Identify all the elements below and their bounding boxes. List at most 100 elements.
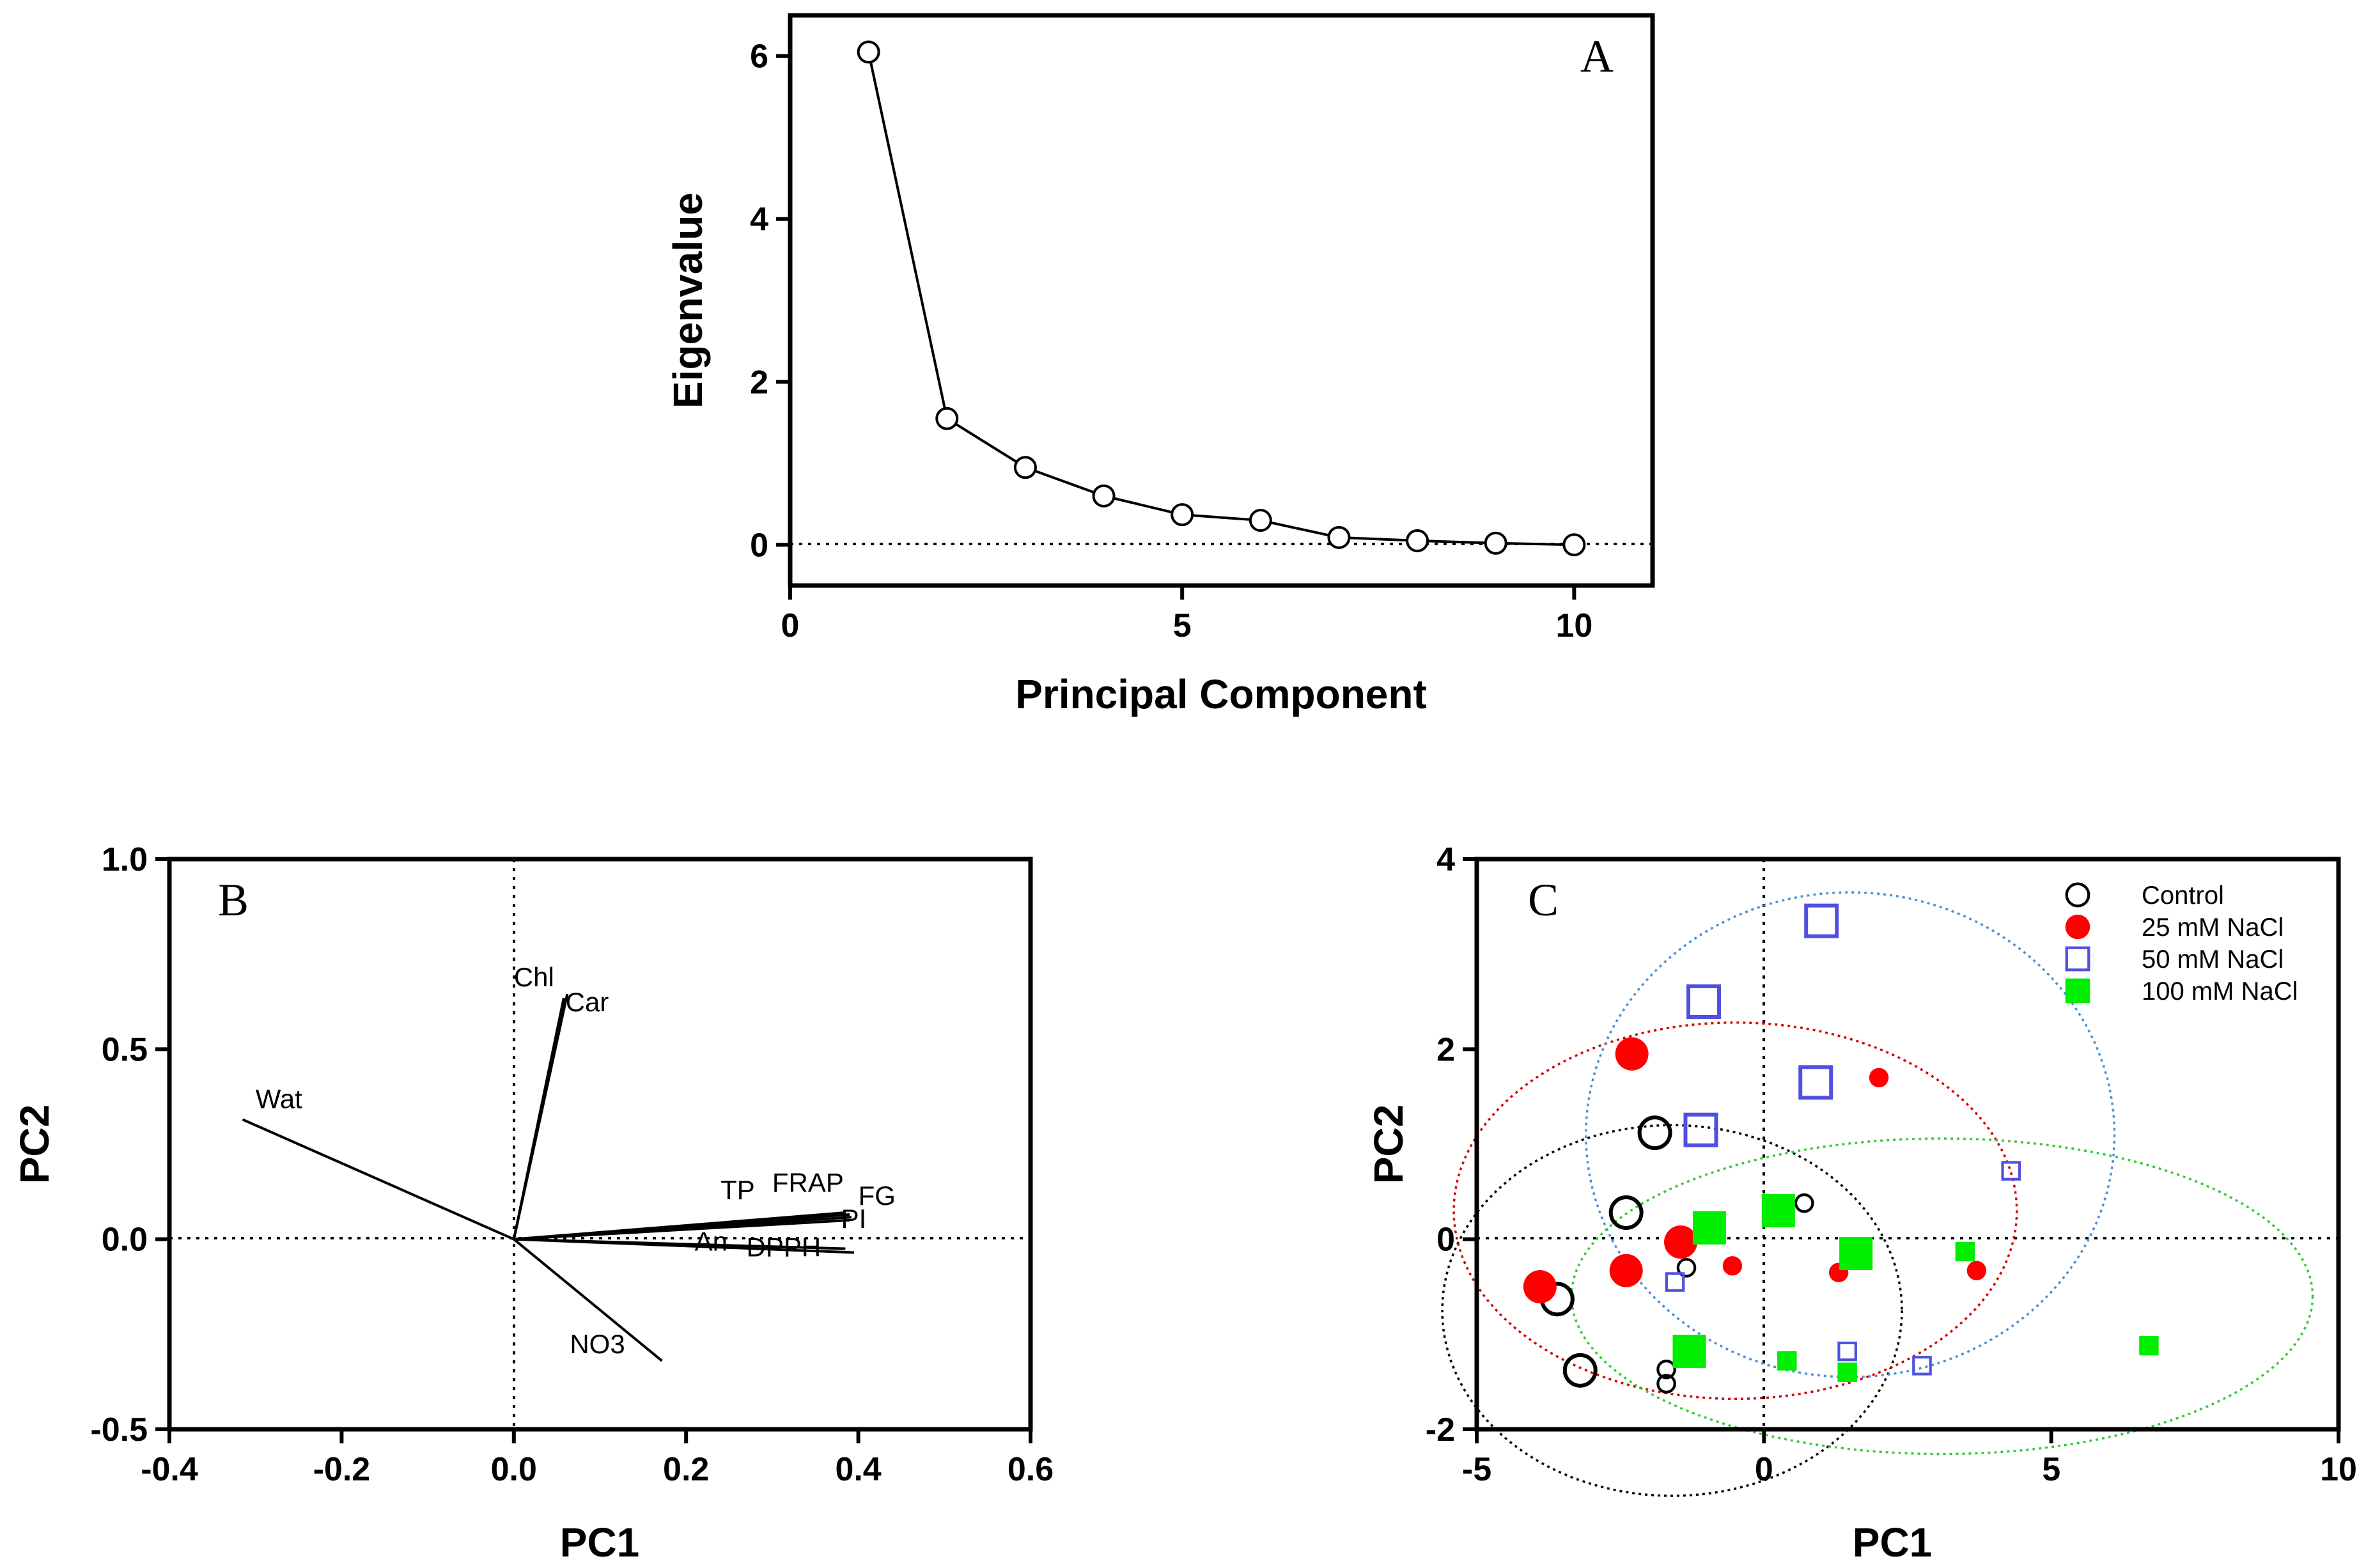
- legend-marker-series-0: [2065, 882, 2090, 908]
- y-tick-label: -2: [1426, 1411, 1455, 1448]
- eigenvalue-point: [1013, 456, 1037, 479]
- x-tick-label: 0: [1755, 1451, 1773, 1488]
- panel-b-ylabel: PC2: [12, 1105, 58, 1184]
- score-point-series-0: [1608, 1195, 1644, 1230]
- legend-label-series-1: 25 mM NaCl: [2142, 913, 2284, 942]
- y-tick-label: 1.0: [102, 841, 148, 878]
- score-point-series-3: [1839, 1236, 1873, 1270]
- panel-a-axes: 0 5 10 0 2 4 6: [750, 38, 1592, 644]
- panel-a-frame: [788, 13, 1655, 588]
- eigenvalue-point: [1406, 529, 1429, 552]
- score-point-series-2: [1798, 1065, 1833, 1100]
- panel-c-axes: -5 0 5 10 -2 0 2 4: [1426, 841, 2357, 1488]
- panel-c-xlabel: PC1: [1853, 1519, 1933, 1565]
- x-tick-label: 10: [1555, 607, 1592, 644]
- loading-label-chl: Chl: [514, 962, 554, 992]
- panel-c-legend: Control 25 mM NaCl 50 mM NaCl 100 mM NaCl: [2065, 881, 2298, 1005]
- score-point-series-2: [1686, 984, 1721, 1019]
- panel-b-axes: -0.4 -0.2 0.0 0.2 0.4 0.6 -0.5 0.0 0.5 1.0: [90, 841, 1054, 1488]
- panel-a-label: A: [1580, 31, 1614, 82]
- x-tick-label: 0.0: [491, 1451, 537, 1488]
- loading-label-pi: PI: [841, 1204, 867, 1234]
- score-point-series-3: [1777, 1351, 1797, 1371]
- panel-c-ylabel: PC2: [1366, 1105, 1412, 1184]
- x-tick-label: 0.2: [663, 1451, 709, 1488]
- panel-c-label: C: [1528, 874, 1559, 926]
- x-tick-label: 5: [2042, 1451, 2060, 1488]
- panel-c: -5 0 5 10 -2 0 2 4 Control 25 mM NaCl 50 mM NaCl 1…: [1366, 841, 2357, 1565]
- x-tick-label: -5: [1462, 1451, 1491, 1488]
- score-point-series-0: [1676, 1257, 1697, 1278]
- panel-c-points: [1523, 903, 2159, 1393]
- loading-vector-car: [512, 993, 569, 1240]
- y-tick-label: 0.0: [102, 1222, 148, 1259]
- eigenvalue-line: [867, 51, 1575, 547]
- eigenvalue-point: [1562, 533, 1586, 557]
- score-point-series-1: [1523, 1270, 1557, 1303]
- loading-label-tp: TP: [720, 1175, 755, 1205]
- score-point-series-0: [1656, 1360, 1676, 1379]
- score-point-series-1: [1966, 1261, 1987, 1280]
- score-point-series-1: [1722, 1256, 1743, 1276]
- eigenvalue-point: [1092, 484, 1116, 508]
- score-point-series-2: [2001, 1161, 2021, 1181]
- score-point-series-0: [1656, 1374, 1676, 1393]
- confidence-ellipse-series-1: [1452, 1021, 2018, 1401]
- y-tick-label: 0: [1436, 1222, 1455, 1259]
- legend-label-series-0: Control: [2142, 881, 2224, 910]
- y-tick-label: 4: [1436, 841, 1455, 878]
- eigenvalue-point: [1327, 525, 1351, 549]
- x-tick-label: -0.2: [313, 1451, 371, 1488]
- score-point-series-1: [1609, 1254, 1643, 1287]
- eigenvalue-point: [935, 407, 959, 430]
- confidence-ellipse-series-3: [1570, 1137, 2314, 1455]
- score-point-series-2: [1804, 903, 1839, 938]
- confidence-ellipse-series-2: [1584, 891, 2116, 1378]
- y-tick-label: 2: [1436, 1031, 1455, 1068]
- y-tick-label: 0.5: [102, 1031, 148, 1068]
- y-tick-label: 2: [750, 364, 768, 401]
- panel-c-frame: [1474, 857, 2341, 1432]
- score-point-series-3: [2139, 1335, 2159, 1356]
- score-point-series-2: [1683, 1112, 1718, 1147]
- x-tick-label: 5: [1173, 607, 1192, 644]
- eigenvalue-point: [1249, 509, 1272, 532]
- score-point-series-0: [1637, 1115, 1672, 1151]
- eigenvalue-point: [1171, 503, 1194, 527]
- legend-label-series-3: 100 mM NaCl: [2142, 977, 2298, 1005]
- y-tick-label: 4: [750, 201, 768, 238]
- score-point-series-2: [1837, 1341, 1857, 1362]
- loading-label-an: An: [695, 1227, 728, 1257]
- y-tick-label: -0.5: [90, 1411, 148, 1448]
- score-point-series-3: [1955, 1241, 1975, 1262]
- loading-label-no3: NO3: [570, 1329, 625, 1359]
- loading-label-dpph: DPPH: [746, 1232, 821, 1262]
- panel-a-ylabel: Eigenvalue: [665, 192, 711, 408]
- loading-vector-no3: [513, 1238, 663, 1362]
- score-point-series-1: [1615, 1037, 1649, 1071]
- panel-b-xlabel: PC1: [560, 1519, 640, 1565]
- legend-marker-series-2: [2065, 946, 2090, 972]
- confidence-ellipse-series-0: [1441, 1124, 1903, 1497]
- legend-marker-series-1: [2065, 914, 2090, 940]
- score-point-series-3: [1672, 1335, 1706, 1369]
- x-tick-label: 0.4: [835, 1451, 881, 1488]
- loading-label-fg: FG: [859, 1181, 896, 1211]
- panel-b: -0.4 -0.2 0.0 0.2 0.4 0.6 -0.5 0.0 0.5 1.0 Chl Car…: [12, 841, 1054, 1565]
- loading-label-wat: Wat: [256, 1084, 302, 1114]
- x-tick-label: 0.6: [1008, 1451, 1054, 1488]
- x-tick-label: 0: [781, 607, 800, 644]
- y-tick-label: 0: [750, 527, 768, 564]
- score-point-series-1: [1664, 1225, 1698, 1259]
- score-point-series-2: [1912, 1356, 1932, 1376]
- score-point-series-1: [1869, 1067, 1889, 1088]
- loading-vector-wat: [242, 1118, 515, 1241]
- eigenvalue-point: [857, 40, 880, 64]
- panel-a-xlabel: Principal Component: [1015, 671, 1427, 717]
- score-point-series-3: [1837, 1362, 1857, 1382]
- loading-vector-pi: [513, 1218, 850, 1241]
- score-point-series-0: [1562, 1353, 1598, 1388]
- legend-marker-series-3: [2065, 978, 2090, 1004]
